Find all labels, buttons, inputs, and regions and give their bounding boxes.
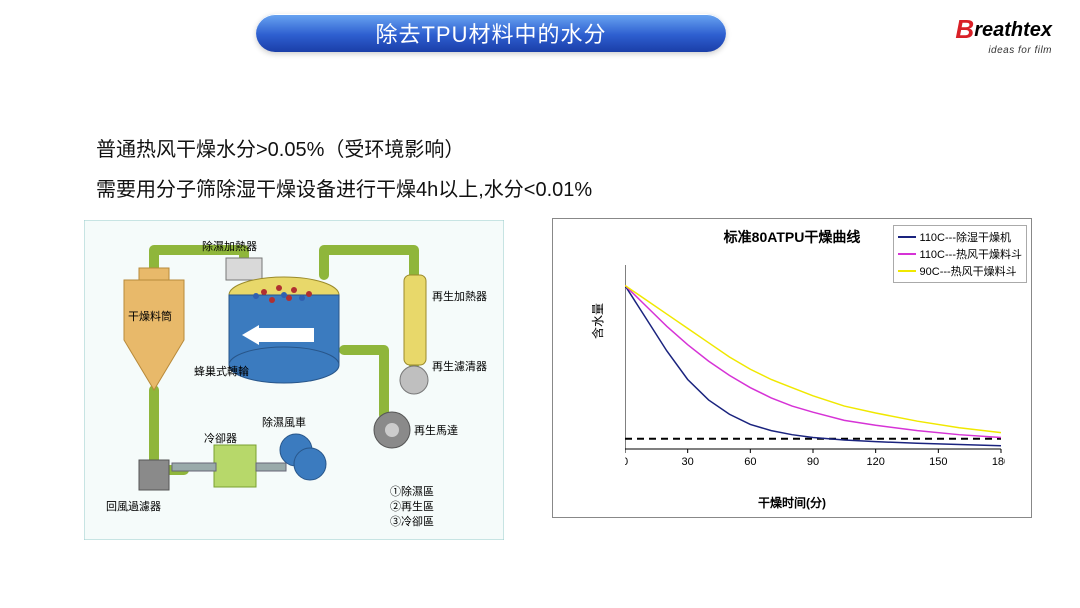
label-dehum-heater: 除濕加熱器 [202, 239, 257, 253]
svg-text:120: 120 [866, 456, 884, 468]
svg-text:150: 150 [929, 456, 947, 468]
logo-text: Breathtex [955, 14, 1052, 45]
label-cooler: 冷卻器 [204, 432, 237, 445]
page-title: 除去TPU材料中的水分 [256, 14, 726, 52]
logo: Breathtex ideas for film [955, 14, 1052, 56]
label-regen-filter: 再生濾清器 [432, 359, 487, 373]
note-3: ③冷卻區 [390, 515, 434, 528]
label-regen-motor: 再生馬達 [414, 423, 458, 437]
svg-text:30: 30 [682, 456, 694, 468]
label-return-filter: 回風過濾器 [106, 499, 161, 513]
label-dehum-fan: 除濕風車 [262, 415, 306, 429]
svg-text:60: 60 [744, 456, 756, 468]
chart-ylabel: 含水量 [589, 303, 606, 339]
label-hopper: 干燥料筒 [128, 309, 172, 323]
label-regen-heater: 再生加熱器 [432, 289, 487, 303]
chart-plot: 00.050.100.150.200.250.300.350.400.45030… [625, 261, 1005, 471]
legend-item: 110C---除湿干燥机 [898, 229, 1022, 245]
drying-curve-chart: 标准80ATPU干燥曲线 110C---除湿干燥机110C---热风干燥料斗90… [552, 218, 1032, 518]
page-title-text: 除去TPU材料中的水分 [375, 17, 606, 49]
legend-item: 110C---热风干燥料斗 [898, 246, 1022, 262]
svg-text:180: 180 [992, 456, 1005, 468]
body-line-2: 需要用分子筛除湿干燥设备进行干燥4h以上,水分<0.01% [96, 170, 592, 210]
svg-text:0: 0 [625, 456, 628, 468]
svg-text:90: 90 [807, 456, 819, 468]
note-2: ②再生區 [390, 499, 434, 513]
process-diagram: 除濕加熱器 再生加熱器 再生濾清器 再生馬達 蜂巢式轉輪 干燥料筒 回風過濾器 … [84, 220, 504, 540]
body-text: 普通热风干燥水分>0.05%（受环境影响） 需要用分子筛除湿干燥设备进行干燥4h… [96, 130, 592, 210]
chart-xlabel: 干燥时间(分) [553, 494, 1031, 511]
body-line-1: 普通热风干燥水分>0.05%（受环境影响） [96, 130, 592, 170]
label-honeycomb: 蜂巢式轉輪 [194, 364, 249, 378]
logo-tagline: ideas for film [955, 45, 1052, 56]
note-1: ①除濕區 [390, 484, 434, 498]
